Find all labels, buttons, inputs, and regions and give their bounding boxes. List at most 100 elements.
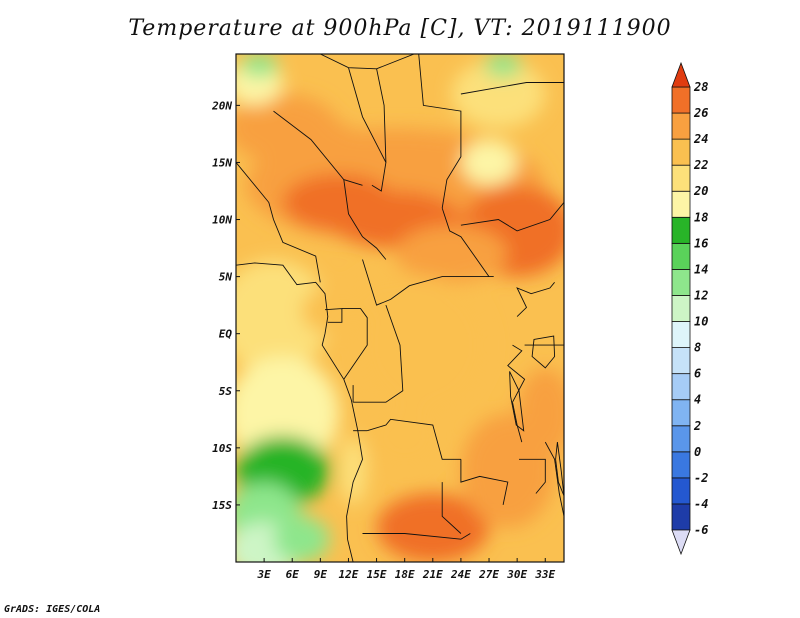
x-tick-label: 27E: [478, 568, 499, 581]
country-border: [441, 482, 462, 534]
colorbar-label: -2: [694, 471, 708, 485]
temperature-field: [236, 54, 564, 562]
colorbar-label: 26: [693, 106, 708, 120]
colorbar-swatch: [671, 86, 691, 114]
temperature-patch: [367, 402, 443, 471]
temperature-patch: [240, 54, 279, 77]
country-border: [367, 418, 461, 460]
x-tick-label: 3E: [256, 568, 271, 581]
x-tick-label: 21E: [422, 568, 443, 581]
colorbar-label: 18: [694, 210, 708, 224]
x-tick-label: 18E: [395, 568, 415, 581]
country-border: [512, 402, 523, 443]
country-border: [341, 308, 368, 380]
y-tick-label: 10N: [212, 214, 232, 227]
country-border: [324, 308, 343, 323]
colorbar-label: 6: [694, 367, 701, 381]
colorbar-label: 14: [694, 262, 708, 276]
colorbar-label: 22: [693, 158, 708, 172]
country-border: [362, 259, 494, 306]
x-tick-label: 12E: [339, 568, 359, 581]
y-axis: 20N 15N 10N 5N EQ 5S 10S 15S: [211, 99, 240, 512]
temperature-patch: [376, 493, 490, 562]
colorbar-swatch: [671, 112, 691, 140]
country-border: [418, 54, 462, 209]
temperature-patch: [339, 436, 368, 505]
country-border: [376, 68, 387, 163]
colorbar-label: 20: [693, 184, 708, 198]
temperature-patch: [484, 54, 522, 77]
temperature-shading: [236, 54, 564, 562]
temperature-patch: [301, 288, 358, 334]
colorbar-label: 12: [694, 288, 708, 302]
lake-outline: [531, 335, 556, 369]
grads-credit: GrADS: IGES/COLA: [4, 604, 101, 615]
colorbar-label: 4: [694, 393, 701, 407]
colorbar-swatch: [671, 373, 691, 401]
colorbar-swatch: [671, 399, 691, 427]
temperature-patch: [348, 270, 443, 328]
y-tick-label: 20N: [211, 99, 232, 112]
country-border: [460, 82, 564, 95]
country-border: [362, 533, 471, 540]
colorbar-extend-max: [671, 61, 691, 88]
temperature-patch: [236, 259, 330, 374]
colorbar-swatch: [671, 242, 691, 270]
colorbar-label: 24: [693, 132, 708, 146]
plot-frame: [235, 53, 565, 563]
colorbar-label: 16: [694, 236, 708, 250]
temperature-patch: [236, 93, 340, 163]
colorbar-swatch: [671, 138, 691, 166]
country-border: [236, 162, 321, 283]
colorbar-label: -4: [694, 497, 708, 511]
lake-outline: [555, 442, 564, 496]
lake-outline: [509, 371, 525, 432]
country-border: [460, 459, 509, 505]
temperature-patch: [282, 173, 396, 231]
country-border: [320, 54, 415, 70]
colorbar-label: 2: [693, 419, 701, 433]
temperature-patch: [451, 59, 546, 129]
colorbar-swatch: [671, 269, 691, 296]
country-border: [273, 110, 363, 186]
colorbar-swatch: [671, 425, 691, 453]
coastline: [236, 262, 363, 562]
colorbar-swatch: [671, 451, 691, 479]
colorbar-swatch: [671, 295, 691, 322]
temperature-patch: [517, 367, 564, 460]
colorbar-swatch: [671, 347, 691, 375]
y-tick-label: 5S: [219, 385, 233, 398]
colorbar-swatch: [671, 321, 691, 348]
y-tick-label: EQ: [219, 328, 233, 341]
colorbar-swatch: [671, 216, 691, 244]
x-tick-label: 9E: [314, 568, 328, 581]
country-border: [460, 202, 564, 232]
temperature-patch: [460, 139, 518, 186]
colorbar-label: -6: [694, 523, 708, 537]
colorbar-extend-min: [671, 529, 691, 556]
country-border: [353, 304, 404, 403]
y-tick-label: 15S: [212, 499, 232, 512]
country-border: [544, 441, 564, 517]
y-tick-label: 5N: [219, 271, 233, 284]
x-tick-label: 24E: [450, 568, 471, 581]
country-border: [441, 207, 490, 277]
country-border: [507, 344, 526, 403]
country-border: [516, 282, 555, 317]
colorbar-swatch: [671, 190, 691, 218]
x-tick-label: 33E: [534, 568, 555, 581]
y-tick-label: 10S: [212, 442, 232, 455]
x-tick-label: 6E: [286, 568, 300, 581]
colorbar-swatch: [671, 503, 691, 531]
country-borders: [236, 54, 564, 562]
chart-title: Temperature at 900hPa [C], VT: 201911190…: [128, 16, 672, 41]
x-axis: 3E 6E 9E 12E 15E 18E 21E 24E 27E 30E 33E: [256, 558, 556, 581]
x-tick-label: 15E: [367, 568, 387, 581]
country-border: [519, 458, 546, 494]
country-border: [343, 179, 387, 260]
colorbar-swatch: [671, 164, 691, 192]
colorbar-label: 28: [693, 80, 708, 94]
colorbar-swatch: [671, 477, 691, 505]
